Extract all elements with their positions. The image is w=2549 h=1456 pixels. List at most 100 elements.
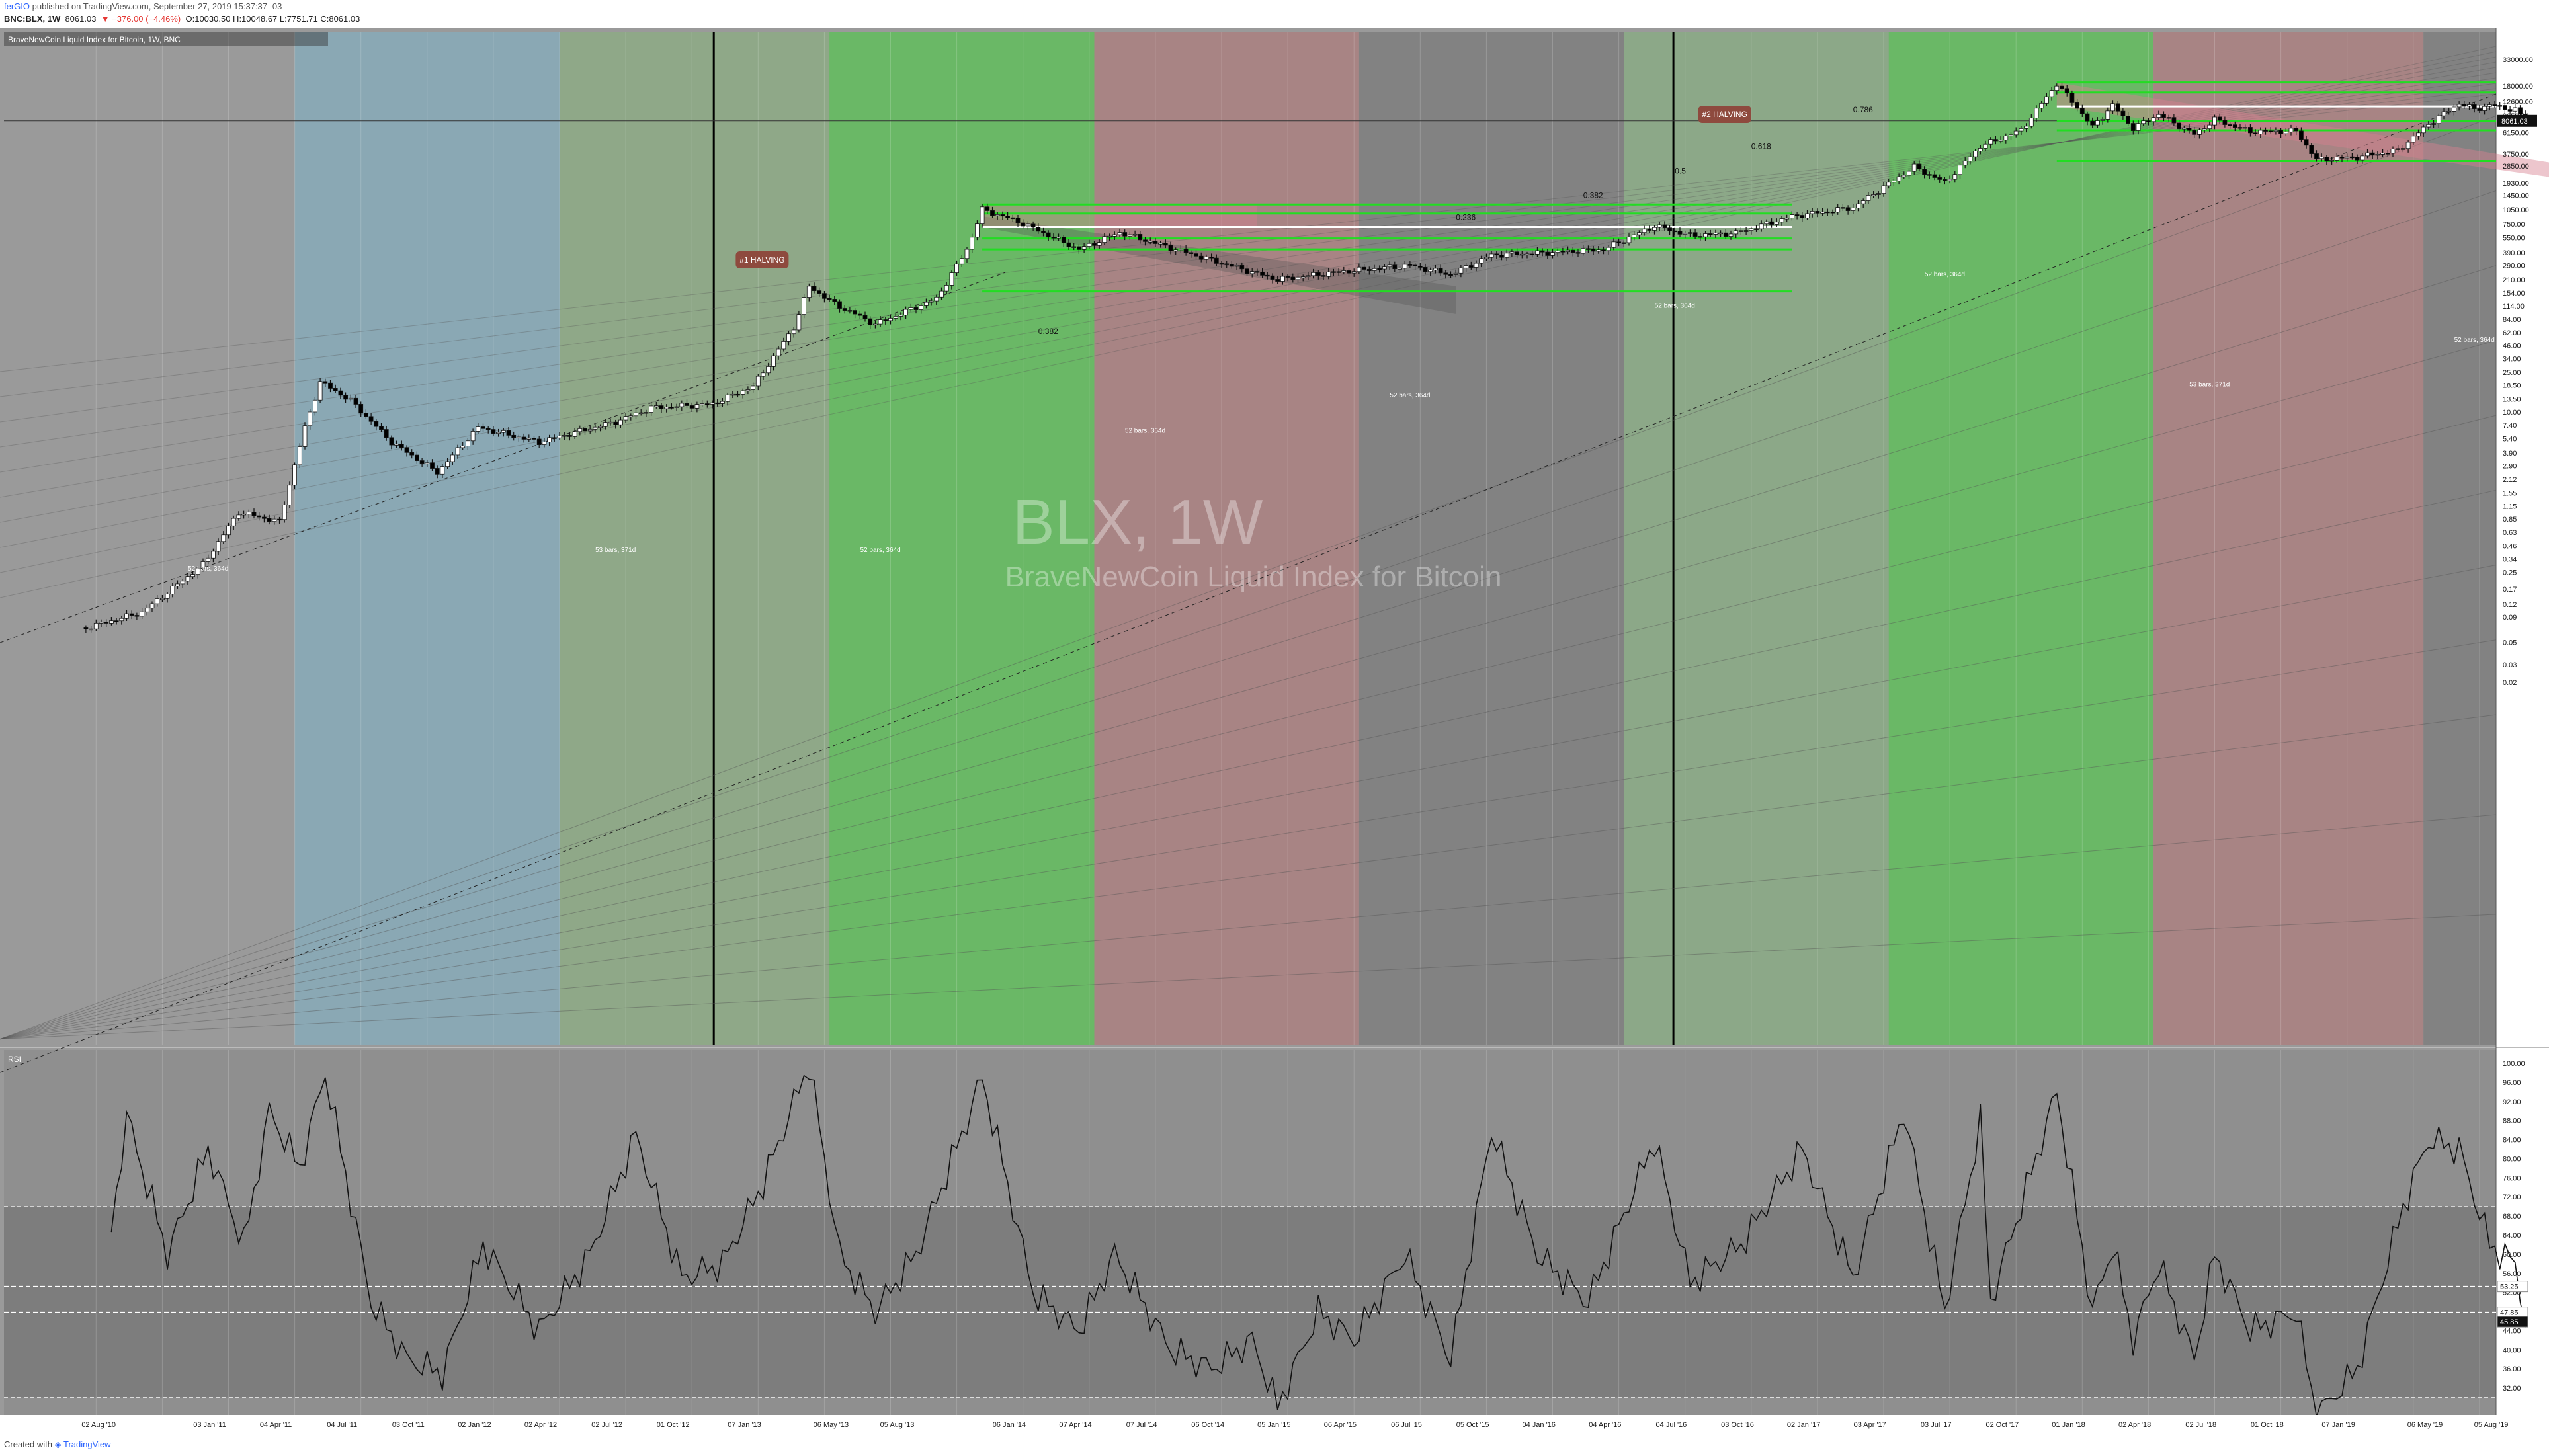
candle-down (685, 403, 689, 406)
candle-down (2126, 116, 2131, 124)
candle-down (2161, 114, 2166, 118)
chart-area[interactable]: BLX, 1W BraveNewCoin Liquid Index for Bi… (0, 28, 2549, 1434)
fan-line (0, 77, 2497, 448)
candle-up (2456, 104, 2462, 108)
candle-up (2034, 108, 2039, 119)
candle-up (710, 402, 715, 405)
candle-up (1866, 195, 1871, 201)
candle-up (980, 206, 985, 225)
author-link[interactable]: ferGIO (4, 1, 30, 11)
candle-down (1153, 241, 1158, 244)
date-tick: 04 Jul '11 (327, 1421, 357, 1429)
rsi-label: RSI (8, 1055, 21, 1064)
candle-up (2482, 106, 2487, 111)
candle-up (1326, 271, 1331, 277)
candle-up (929, 300, 934, 303)
candle-up (1519, 253, 1525, 256)
candle-down (1585, 248, 1591, 250)
candle-up (470, 431, 476, 442)
date-tick: 02 Jan '17 (1787, 1421, 1820, 1429)
candle-down (257, 515, 262, 518)
candle-down (1423, 266, 1428, 272)
candle-up (2207, 124, 2212, 130)
candle-up (2212, 116, 2217, 126)
candle-up (1382, 266, 1387, 270)
candle-down (521, 436, 526, 440)
candle-up (450, 454, 455, 462)
candle-up (761, 372, 766, 377)
candle-down (669, 407, 674, 409)
cycle-band (1358, 32, 1624, 1045)
candle-up (460, 446, 466, 448)
candle-up (2441, 111, 2446, 116)
candle-up (1978, 148, 1983, 151)
candle-up (745, 389, 751, 391)
rsi-tick: 60.00 (2503, 1251, 2521, 1259)
candle-up (1886, 182, 1892, 186)
rsi-pane: 100.00 96.00 92.00 88.00 84.00 80.00 76.00 72.0… (4, 1060, 2528, 1417)
candle-down (1942, 179, 1947, 181)
candle-up (2024, 126, 2029, 129)
grid-lines (4, 32, 2496, 1415)
candle-down (435, 468, 440, 475)
candle-down (353, 397, 358, 405)
candle-up (272, 518, 277, 522)
halving2-label: #2 HALVING (1702, 110, 1747, 119)
candle-up (2411, 136, 2416, 143)
dashed-trendline (0, 93, 2497, 1073)
price-tick: 0.25 (2503, 569, 2517, 577)
candle-down (368, 416, 374, 422)
candle-up (2283, 131, 2288, 134)
candle-up (725, 394, 730, 402)
candle-up (995, 214, 1000, 216)
candle-up (1132, 233, 1138, 236)
candle-down (338, 390, 343, 396)
candle-up (674, 406, 679, 408)
candle-up (2095, 120, 2100, 126)
candle-up (1683, 233, 1688, 235)
price-tick: 1930.00 (2503, 180, 2529, 188)
candle-up (755, 376, 761, 387)
candle-up (1911, 163, 1917, 172)
candle-up (2400, 148, 2405, 150)
candle-up (1081, 246, 1087, 250)
candle-up (312, 399, 317, 413)
symbol-label[interactable]: BNC:BLX, 1W (4, 14, 61, 24)
ohlc-values: O:10030.50 H:10048.67 L:7751.71 C:8061.0… (185, 14, 360, 24)
candle-up (1464, 265, 1469, 268)
candle-up (1703, 233, 1708, 237)
fan-line (0, 56, 2497, 548)
candle-down (735, 393, 740, 396)
date-tick: 07 Jul '14 (1126, 1421, 1157, 1429)
rsi-tick: 80.00 (2503, 1155, 2521, 1163)
candle-down (389, 437, 394, 446)
date-tick: 06 May '19 (2407, 1421, 2443, 1429)
candle-down (837, 301, 842, 309)
candle-up (888, 317, 893, 321)
candle-down (1092, 243, 1097, 246)
cycle-bands (0, 28, 2549, 1434)
candle-up (1896, 176, 1901, 182)
candle-up (1851, 207, 1856, 211)
price-tick: 114.00 (2503, 303, 2525, 311)
candle-up (1398, 268, 1402, 270)
candle-up (547, 437, 552, 442)
candle-up (975, 223, 980, 238)
candle-down (1051, 237, 1056, 239)
candle-up (847, 310, 853, 312)
candle-up (246, 512, 251, 514)
candle-down (2385, 153, 2390, 155)
candle-down (1417, 266, 1423, 268)
candle-up (587, 428, 593, 432)
candle-up (93, 622, 99, 629)
candle-up (970, 237, 975, 250)
candle-up (308, 411, 313, 426)
candle-up (1056, 237, 1061, 239)
candle-down (1769, 221, 1775, 225)
fan-line (0, 88, 2497, 397)
fan-line (0, 190, 2497, 1040)
tradingview-link[interactable]: TradingView (63, 1439, 111, 1449)
candle-down (1575, 252, 1581, 254)
candle-down (990, 210, 995, 216)
candle-down (567, 435, 572, 437)
